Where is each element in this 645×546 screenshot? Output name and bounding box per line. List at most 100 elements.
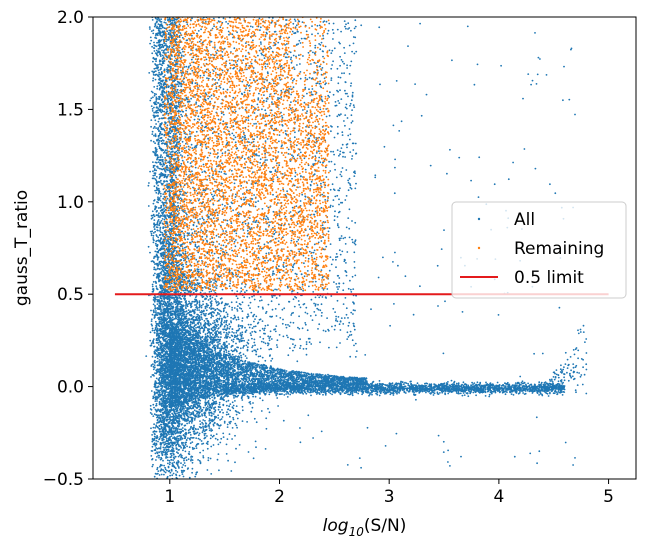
point-all	[202, 330, 205, 332]
point-all	[205, 279, 208, 282]
point-all	[211, 343, 214, 345]
point-all	[193, 315, 195, 318]
point-all	[156, 419, 159, 422]
point-all	[176, 441, 179, 444]
point-all	[210, 445, 213, 448]
point-all	[219, 349, 222, 352]
point-all	[200, 440, 203, 442]
point-all	[239, 347, 242, 350]
point-all	[196, 315, 199, 318]
point-all	[200, 304, 203, 307]
point-all	[218, 318, 221, 321]
point-all	[236, 426, 239, 429]
point-all	[195, 447, 198, 449]
point-all	[176, 471, 179, 473]
point-all	[198, 408, 201, 411]
point-all	[180, 423, 183, 426]
point-all	[172, 453, 175, 455]
point-all	[160, 387, 163, 390]
point-all	[195, 401, 198, 403]
point-all	[237, 318, 240, 321]
point-all	[212, 424, 215, 427]
point-all	[152, 161, 154, 164]
point-all	[155, 377, 158, 380]
point-all	[181, 321, 184, 323]
point-all	[206, 447, 209, 450]
point-all	[177, 460, 180, 463]
point-all	[216, 341, 219, 343]
point-all	[178, 434, 181, 437]
point-all	[180, 462, 182, 464]
point-all	[210, 434, 213, 437]
point-all	[167, 388, 170, 390]
point-all	[213, 397, 216, 399]
point-all	[267, 407, 269, 410]
point-all	[216, 345, 218, 347]
point-all	[210, 323, 212, 326]
point-all	[201, 413, 203, 416]
point-all	[183, 469, 186, 472]
point-all	[204, 333, 207, 336]
point-all	[211, 412, 213, 415]
point-all	[189, 438, 191, 441]
point-all	[183, 459, 185, 462]
point-all	[202, 456, 205, 459]
point-all	[221, 317, 223, 320]
point-all	[229, 415, 231, 418]
point-all	[232, 418, 235, 421]
point-all	[206, 469, 209, 471]
point-all	[205, 416, 208, 418]
point-all	[173, 457, 176, 460]
point-all	[201, 431, 204, 434]
point-all	[188, 476, 191, 479]
point-all	[152, 281, 155, 283]
point-all	[208, 420, 211, 422]
point-all	[184, 436, 187, 438]
point-all	[218, 469, 220, 472]
point-all	[198, 415, 200, 418]
point-all	[198, 304, 201, 307]
point-all	[199, 406, 202, 409]
point-all	[212, 336, 215, 339]
point-all	[249, 307, 251, 309]
point-all	[201, 421, 204, 424]
point-all	[200, 276, 203, 279]
point-all	[181, 413, 184, 415]
point-all	[220, 321, 223, 324]
point-all	[228, 433, 231, 435]
point-all	[227, 333, 230, 336]
point-all	[271, 357, 274, 360]
point-all	[232, 407, 235, 410]
point-all	[190, 422, 193, 424]
point-all	[166, 459, 169, 462]
point-all	[191, 461, 194, 464]
point-all	[156, 329, 159, 331]
point-all	[222, 397, 224, 400]
point-all	[217, 414, 220, 417]
point-all	[214, 406, 217, 409]
point-all	[226, 404, 228, 407]
point-all	[223, 321, 226, 324]
point-all	[161, 407, 164, 410]
point-all	[242, 353, 245, 356]
point-all	[187, 413, 189, 415]
point-all	[226, 313, 229, 316]
point-all	[153, 423, 156, 426]
point-all	[234, 348, 237, 350]
point-all	[210, 473, 213, 475]
point-all	[189, 434, 192, 436]
point-all	[190, 455, 193, 458]
point-all	[187, 416, 190, 418]
point-all	[236, 417, 239, 420]
point-all	[193, 230, 196, 233]
point-all	[198, 412, 201, 415]
point-all	[181, 408, 184, 410]
point-all	[236, 356, 239, 358]
point-all	[194, 277, 197, 279]
point-all	[215, 330, 217, 333]
point-all	[232, 340, 235, 343]
point-all	[184, 250, 187, 253]
point-all	[206, 435, 208, 437]
point-all	[185, 317, 188, 320]
point-all	[253, 341, 256, 344]
